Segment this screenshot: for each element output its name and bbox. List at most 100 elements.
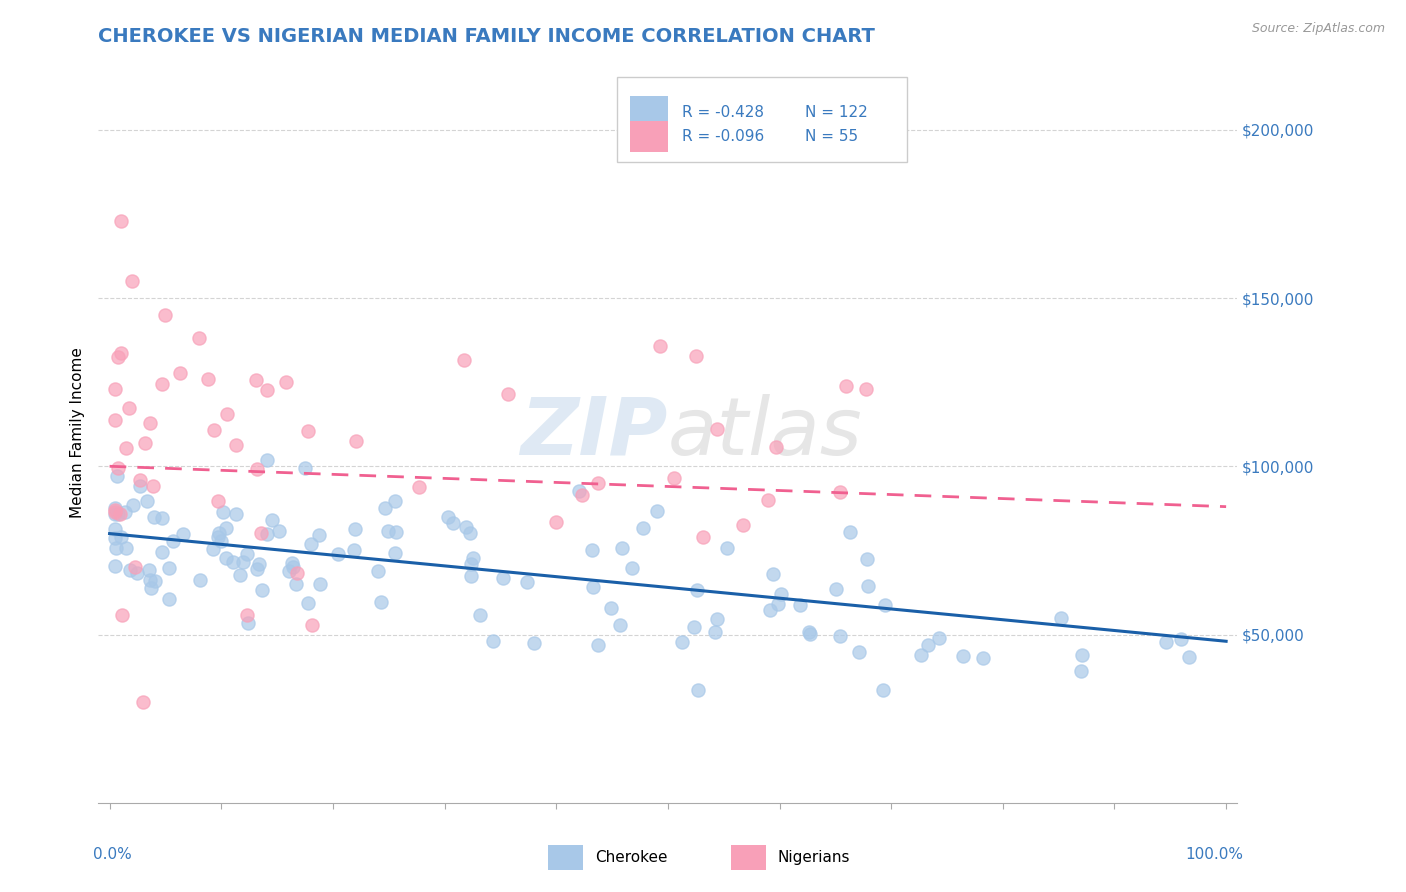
Point [848,645,870,659]
Point [770,587,793,601]
Text: N = 55: N = 55 [804,129,858,144]
Point [799,627,821,641]
Point [460,569,482,583]
Point [122,498,145,512]
Point [830,629,852,643]
Point [683,620,706,634]
Point [443,516,465,530]
Point [138,563,160,577]
Point [260,513,283,527]
Text: Source: ZipAtlas.com: Source: ZipAtlas.com [1251,22,1385,36]
Point [284,577,307,591]
Point [461,550,484,565]
Point [212,505,235,519]
Point [716,541,738,556]
Point [121,274,143,288]
Point [208,525,231,540]
Point [232,555,254,569]
Point [150,377,173,392]
Point [124,559,146,574]
Point [586,475,609,490]
Point [928,631,950,645]
Point [686,583,709,598]
Point [704,624,727,639]
Point [274,375,297,389]
Point [143,574,166,588]
Point [453,352,475,367]
Point [326,547,349,561]
Point [236,616,259,631]
Point [839,524,862,539]
Point [523,636,546,650]
Point [150,545,173,559]
Point [631,521,654,535]
Point [468,608,491,623]
Point [692,530,714,544]
Point [172,526,194,541]
Point [367,564,389,578]
Point [731,517,754,532]
Point [278,564,301,578]
Point [209,533,232,548]
Point [128,473,150,487]
Point [581,542,603,557]
Point [600,601,623,615]
Point [283,560,305,574]
Point [215,520,238,534]
Point [256,527,278,541]
Point [686,682,709,697]
Point [873,599,896,613]
Text: atlas: atlas [668,393,863,472]
Point [155,308,177,322]
Point [143,510,166,524]
Point [222,555,245,569]
Point [142,479,165,493]
Point [105,541,128,555]
Point [111,607,134,622]
Point [671,635,693,649]
Point [384,546,406,560]
Point [107,507,129,521]
Point [768,597,790,611]
Point [207,530,229,544]
Point [758,603,780,617]
Point [571,487,593,501]
Point [308,576,330,591]
Point [609,618,631,632]
Point [108,508,131,522]
Point [648,339,671,353]
Point [344,522,367,536]
Point [685,349,707,363]
Point [491,571,513,585]
Text: ZIP: ZIP [520,393,668,472]
Point [516,574,538,589]
Point [217,407,239,421]
Point [1050,611,1073,625]
Point [229,568,252,582]
Point [162,534,184,549]
Point [385,525,408,540]
Point [343,543,366,558]
Point [202,423,225,437]
Point [118,562,141,576]
Point [250,525,273,540]
Point [408,480,430,494]
Point [481,633,503,648]
Point [118,401,141,415]
Point [872,682,894,697]
Point [139,417,162,431]
Y-axis label: Median Family Income: Median Family Income [69,347,84,518]
Point [384,493,406,508]
Text: N = 122: N = 122 [804,104,868,120]
Point [256,452,278,467]
Point [972,651,994,665]
Point [460,558,482,572]
Text: Nigerians: Nigerians [778,850,851,864]
Point [344,434,367,448]
Point [765,440,787,454]
Point [910,648,932,662]
Point [114,505,136,519]
Point [586,638,609,652]
Point [835,379,858,393]
Point [127,566,149,580]
